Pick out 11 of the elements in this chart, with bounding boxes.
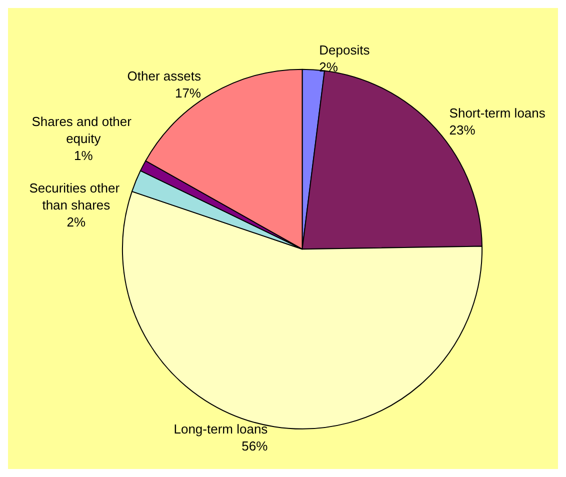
data-label: 17% [174, 85, 202, 100]
data-label: 56% [242, 438, 268, 454]
data-label: 1% [74, 148, 94, 163]
slice-label: Securities other than shares [29, 180, 124, 212]
slice-label: Other assets [127, 68, 202, 84]
data-label: 2% [66, 214, 86, 230]
slice-label: Shares and other equity [32, 114, 136, 146]
slice-label: Deposits [319, 42, 370, 58]
slice-label: Short-term loans [449, 106, 546, 121]
data-label: 23% [449, 122, 476, 138]
slice-label: Long-term loans [174, 422, 268, 437]
